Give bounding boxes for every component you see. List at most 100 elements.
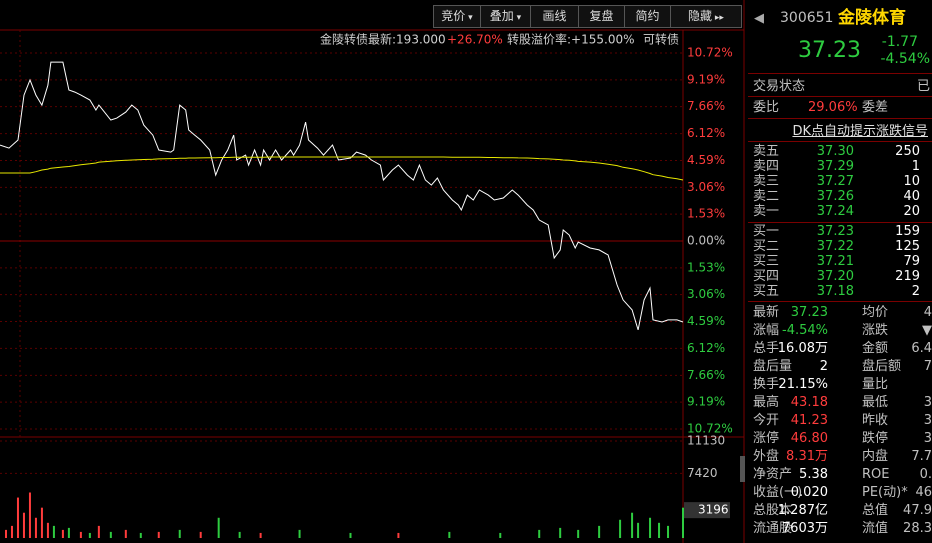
book-price: 37.29 xyxy=(816,159,854,174)
stat-value: 41.23 xyxy=(790,413,828,428)
stat-label: ROE xyxy=(862,467,890,482)
book-volume: 125 xyxy=(895,239,920,254)
book-volume: 159 xyxy=(895,224,920,239)
volume-bar xyxy=(61,529,64,538)
book-volume: 79 xyxy=(903,254,920,269)
stat-value: 0. xyxy=(919,467,932,482)
stat-value: 43.18 xyxy=(790,395,828,410)
volume-bar xyxy=(109,531,112,538)
volume-bar xyxy=(667,525,670,538)
button-label: 简约 xyxy=(635,9,660,23)
stat-label: 涨跌 xyxy=(862,323,889,338)
y-tick-label: 6.12% xyxy=(687,341,725,355)
volume-bar xyxy=(298,529,301,538)
stat-value: 46 xyxy=(915,485,932,500)
volume-bar xyxy=(22,512,25,538)
price-line xyxy=(0,61,684,331)
stat-value: 3 xyxy=(923,431,932,446)
toolbar-button[interactable]: 画线 xyxy=(530,5,579,28)
splitter-handle[interactable] xyxy=(740,456,745,482)
toolbar-button[interactable]: 叠加 ▾ xyxy=(480,5,531,28)
volume-bar xyxy=(217,517,220,538)
stat-value: 0.020 xyxy=(790,485,828,500)
stat-value: ▼ xyxy=(922,323,932,338)
last-price: 37.23 xyxy=(798,38,861,63)
book-label: 买四 xyxy=(753,269,780,284)
stat-label: 流值 xyxy=(862,521,889,536)
book-price: 37.24 xyxy=(816,204,854,219)
volume-bar xyxy=(34,517,37,538)
average-line xyxy=(0,156,684,181)
stat-value: 2 xyxy=(819,359,828,374)
separator xyxy=(748,301,932,302)
book-volume: 20 xyxy=(903,204,920,219)
volume-bar xyxy=(397,532,400,538)
toolbar-button[interactable]: 简约 xyxy=(624,5,671,28)
stat-value: 4 xyxy=(923,305,932,320)
stat-value: 8.31万 xyxy=(786,449,828,464)
stat-label: 总值 xyxy=(862,503,889,518)
book-label: 卖五 xyxy=(753,144,780,159)
volume-bar xyxy=(88,532,91,538)
volume-bar xyxy=(499,532,502,538)
volume-bar xyxy=(349,532,352,538)
y-tick-label: 10.72% xyxy=(687,46,733,60)
toolbar-button[interactable]: 隐藏 ▸▸ xyxy=(670,5,742,28)
stat-label: 总手 xyxy=(753,341,780,356)
bond-price: 金陵转债最新:193.000 xyxy=(320,32,446,47)
stat-label: 最新 xyxy=(753,305,780,320)
book-label: 卖三 xyxy=(753,174,780,189)
book-volume: 1 xyxy=(911,159,920,174)
y-tick-label: 11130 xyxy=(687,434,725,448)
quote-panel: ◀ 300651 金陵体育 37.23 -1.77 -4.54% 交易状态已委比 29.06%… xyxy=(748,0,932,543)
y-tick-label: 4.59% xyxy=(687,314,725,328)
ratio-value: 29.06% xyxy=(808,100,858,115)
book-price: 37.30 xyxy=(816,144,854,159)
separator xyxy=(748,222,932,223)
stat-value: 1.287亿 xyxy=(777,503,828,518)
book-volume: 10 xyxy=(903,174,920,189)
volume-bar xyxy=(157,531,160,538)
stat-label: 内盘 xyxy=(862,449,889,464)
stat-label: 流通股 xyxy=(753,521,793,536)
stat-label: 跌停 xyxy=(862,431,889,446)
stat-value: 7 xyxy=(923,359,932,374)
y-tick-label: 9.19% xyxy=(687,395,725,409)
signal-link[interactable]: DK点自动提示涨跌信号 xyxy=(792,124,928,139)
stat-label: PE(动)* xyxy=(862,485,908,500)
y-tick-label: 1.53% xyxy=(687,260,725,274)
stat-label: 盘后额 xyxy=(862,359,902,374)
toolbar-button[interactable]: 复盘 xyxy=(578,5,625,28)
stat-label: 昨收 xyxy=(862,413,889,428)
book-price: 37.27 xyxy=(816,174,854,189)
stat-value: 37.23 xyxy=(790,305,828,320)
volume-bar xyxy=(619,519,622,538)
volume-bar xyxy=(649,517,652,538)
stat-value: 7603万 xyxy=(781,521,828,536)
toolbar-button[interactable]: 竞价 ▾ xyxy=(433,5,481,28)
button-label: 画线 xyxy=(542,9,567,23)
book-label: 卖一 xyxy=(753,204,780,219)
stat-label: 涨停 xyxy=(753,431,780,446)
volume-bar xyxy=(40,507,43,538)
volume-bar xyxy=(598,525,601,538)
volume-bar xyxy=(199,531,202,538)
stat-label: 均价 xyxy=(862,305,889,320)
book-volume: 2 xyxy=(911,284,920,299)
volume-bar xyxy=(67,527,70,538)
separator xyxy=(748,141,932,142)
stat-label: 收益(一) xyxy=(753,485,803,500)
volume-bar xyxy=(559,527,562,538)
separator xyxy=(748,73,932,74)
button-label: 隐藏 xyxy=(688,9,713,23)
stat-value: 47.9 xyxy=(903,503,932,518)
stock-code: 300651 xyxy=(780,10,834,26)
back-arrow: ◀ xyxy=(754,11,764,26)
stat-label: 最高 xyxy=(753,395,780,410)
status-label: 交易状态 xyxy=(753,79,806,94)
stat-value: 3 xyxy=(923,395,932,410)
y-tick-label: 4.59% xyxy=(687,153,725,167)
stat-value: 16.08万 xyxy=(777,341,828,356)
ratio-label: 委比 xyxy=(753,100,780,115)
volume-bar xyxy=(97,525,100,538)
